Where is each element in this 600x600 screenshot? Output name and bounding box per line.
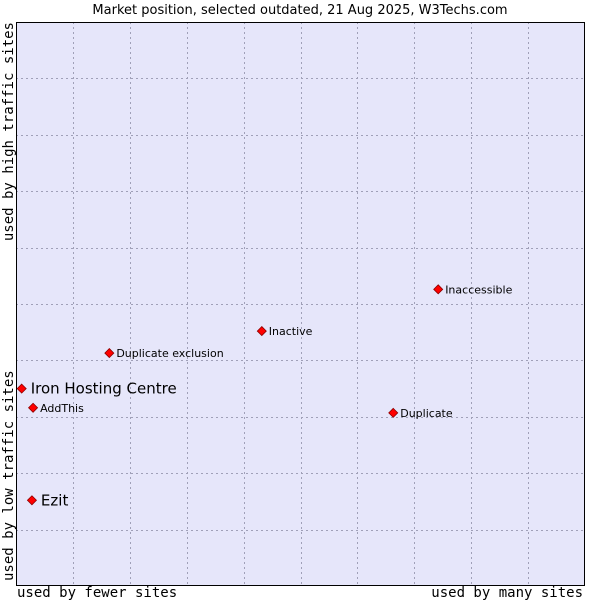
point-label: Iron Hosting Centre bbox=[31, 380, 177, 398]
point-marker bbox=[26, 495, 37, 506]
point-label: AddThis bbox=[40, 402, 84, 415]
data-point: Inactive bbox=[256, 325, 313, 338]
point-label: Duplicate exclusion bbox=[116, 347, 223, 360]
data-point: Duplicate bbox=[388, 407, 453, 420]
point-marker bbox=[256, 326, 267, 337]
chart-title: Market position, selected outdated, 21 A… bbox=[92, 3, 507, 18]
y-axis-label-bottom: used by low traffic sites bbox=[1, 370, 17, 581]
plot-area bbox=[16, 22, 585, 586]
point-marker bbox=[104, 348, 115, 359]
x-axis-label-left: used by fewer sites bbox=[17, 585, 177, 600]
data-point: AddThis bbox=[28, 402, 84, 415]
data-point: Ezit bbox=[26, 491, 69, 509]
data-points: Inaccessible Inactive Duplicate exclusion I… bbox=[16, 283, 513, 509]
data-point: Iron Hosting Centre bbox=[16, 380, 177, 398]
point-marker bbox=[16, 383, 27, 394]
data-point: Duplicate exclusion bbox=[104, 347, 224, 360]
y-axis-label-top: used by high traffic sites bbox=[1, 22, 17, 241]
point-label: Ezit bbox=[41, 491, 69, 509]
point-label: Inaccessible bbox=[445, 283, 512, 296]
point-label: Duplicate bbox=[400, 407, 453, 420]
data-point: Inaccessible bbox=[433, 283, 513, 296]
point-marker bbox=[388, 407, 399, 418]
plot-border bbox=[16, 22, 585, 586]
point-marker bbox=[433, 284, 444, 295]
point-label: Inactive bbox=[269, 325, 313, 338]
x-axis-label-right: used by many sites bbox=[431, 585, 583, 600]
point-marker bbox=[28, 402, 39, 413]
grid bbox=[16, 22, 585, 586]
